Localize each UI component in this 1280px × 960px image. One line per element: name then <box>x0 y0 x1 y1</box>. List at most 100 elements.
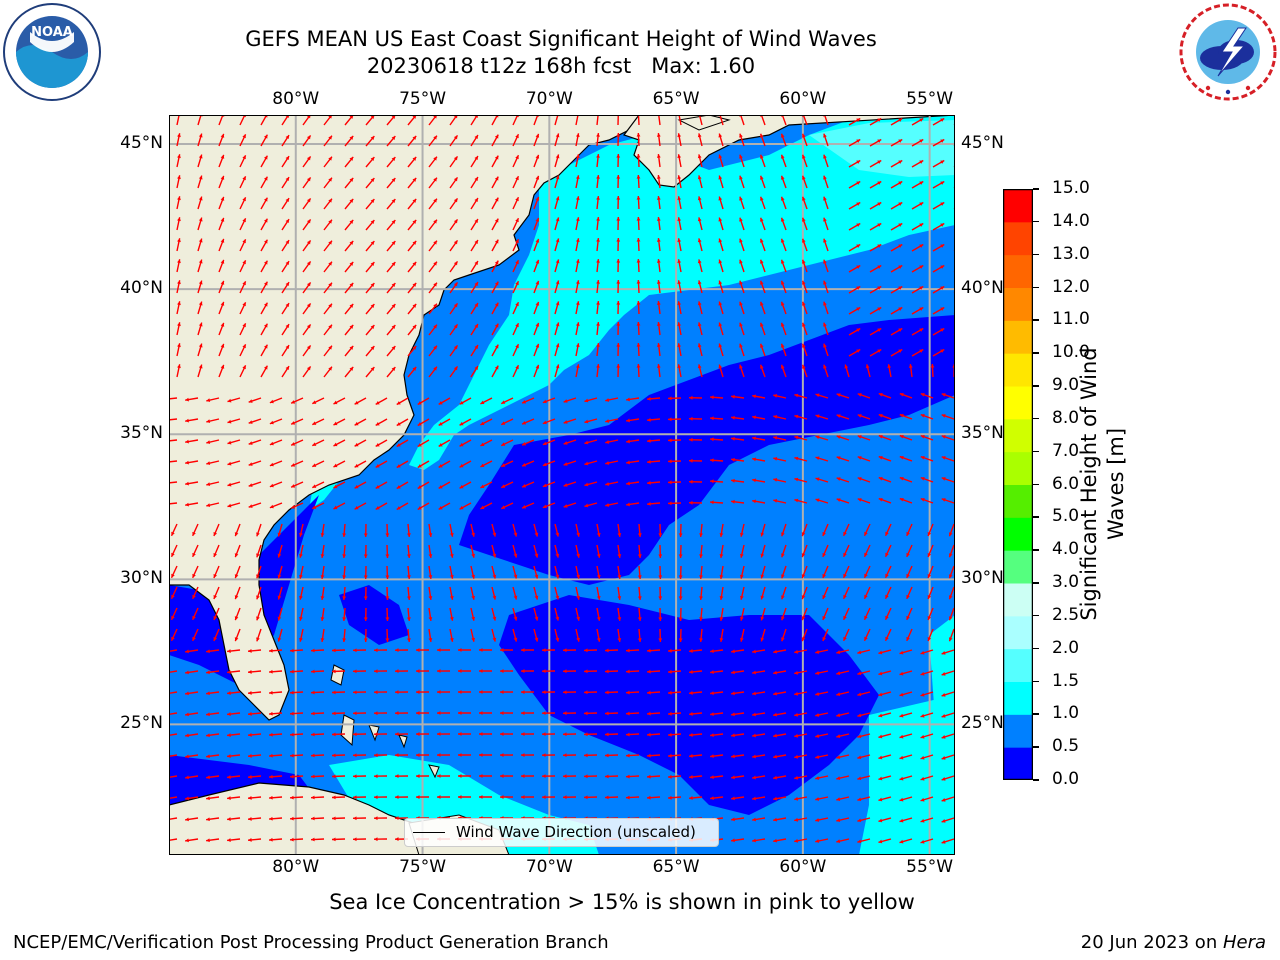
wave-direction-arrow <box>562 732 577 737</box>
wave-direction-arrow <box>542 460 556 467</box>
wave-direction-arrow <box>710 754 724 759</box>
footer-branch: NCEP/EMC/Verification Post Processing Pr… <box>13 932 609 953</box>
wave-direction-arrow <box>438 502 451 510</box>
wave-direction-arrow <box>878 817 892 823</box>
wave-direction-arrow <box>773 691 787 696</box>
wave-direction-arrow <box>869 327 882 336</box>
wave-direction-arrow <box>428 544 433 558</box>
wave-direction-arrow <box>759 133 766 147</box>
wave-direction-arrow <box>688 416 703 421</box>
wave-direction-arrow <box>541 753 556 758</box>
wave-direction-arrow <box>697 175 703 189</box>
wave-direction-arrow <box>197 238 203 252</box>
wave-direction-arrow <box>781 565 787 579</box>
wave-direction-arrow <box>344 240 354 252</box>
wave-direction-arrow <box>637 544 642 559</box>
wave-direction-arrow <box>773 838 787 843</box>
colorbar-tick-mark <box>1033 253 1039 256</box>
wave-direction-arrow <box>449 218 459 231</box>
wave-direction-arrow <box>512 523 518 537</box>
wave-direction-arrow <box>342 544 347 559</box>
wave-direction-arrow <box>352 669 367 674</box>
wave-direction-arrow <box>268 837 283 842</box>
wave-direction-arrow <box>234 523 241 537</box>
wave-direction-arrow <box>899 497 913 504</box>
wave-direction-arrow <box>562 669 577 674</box>
wave-direction-arrow <box>794 498 808 504</box>
wave-direction-arrow <box>352 753 367 758</box>
wave-direction-arrow <box>948 544 955 558</box>
wave-direction-arrow <box>815 456 829 462</box>
wave-direction-arrow <box>480 460 493 468</box>
colorbar-cell <box>1003 583 1033 617</box>
wave-direction-arrow <box>719 607 724 621</box>
wave-direction-arrow <box>697 154 703 168</box>
wave-direction-arrow <box>310 690 325 695</box>
lon-tick-top: 70°W <box>525 89 573 109</box>
wave-direction-arrow <box>169 712 178 716</box>
wave-direction-arrow <box>248 439 262 445</box>
wave-direction-arrow <box>365 198 375 210</box>
wave-direction-arrow <box>677 238 682 252</box>
wave-direction-arrow <box>247 816 262 821</box>
wave-direction-arrow <box>908 364 913 378</box>
wave-direction-arrow <box>794 712 808 717</box>
wave-direction-arrow <box>323 219 333 231</box>
wave-direction-arrow <box>260 344 268 357</box>
wave-direction-arrow <box>646 396 661 401</box>
wave-direction-arrow <box>759 322 766 336</box>
wave-direction-arrow <box>596 154 600 168</box>
wave-direction-arrow <box>678 607 683 622</box>
colorbar-tick-mark <box>1033 516 1039 518</box>
wave-direction-arrow <box>428 240 438 252</box>
wave-direction-arrow <box>491 523 497 537</box>
wave-direction-arrow <box>169 481 178 484</box>
wave-direction-arrow <box>927 607 934 621</box>
wave-direction-arrow <box>932 285 945 294</box>
wave-direction-arrow <box>218 343 225 357</box>
lon-tick-bottom: 60°W <box>779 857 827 877</box>
wave-direction-arrow <box>268 753 283 758</box>
wave-direction-arrow <box>320 544 325 558</box>
lon-tick-top: 75°W <box>399 89 447 109</box>
wave-direction-arrow <box>268 732 283 737</box>
footer-date: 20 Jun 2023 on Hera <box>1081 932 1266 953</box>
wave-direction-arrow <box>583 732 598 737</box>
wave-direction-arrow <box>625 711 640 716</box>
wave-direction-arrow <box>836 712 850 718</box>
wave-direction-arrow <box>857 796 871 802</box>
wave-direction-arrow <box>256 607 262 621</box>
wave-direction-arrow <box>823 301 829 315</box>
wave-direction-arrow <box>260 260 268 273</box>
wave-direction-arrow <box>239 238 247 252</box>
wave-direction-arrow <box>677 343 682 357</box>
wave-direction-arrow <box>863 586 871 600</box>
wave-direction-arrow <box>801 343 808 357</box>
colorbar-tick-label: 8.0 <box>1052 407 1080 428</box>
wave-direction-arrow <box>697 322 703 336</box>
wave-direction-arrow <box>176 154 181 168</box>
wave-direction-arrow <box>890 201 903 210</box>
wave-direction-arrow <box>512 364 520 378</box>
lat-tick-left: 25°N <box>120 713 163 734</box>
colorbar-cell <box>1003 320 1033 354</box>
wave-direction-arrow <box>320 586 325 600</box>
wave-direction-arrow <box>354 397 367 405</box>
wave-direction-arrow <box>363 607 368 622</box>
wave-direction-arrow <box>646 438 661 443</box>
wave-direction-arrow <box>718 175 724 189</box>
wave-direction-arrow <box>192 628 199 642</box>
wave-direction-arrow <box>688 649 703 653</box>
wave-direction-arrow <box>878 455 892 462</box>
wave-direction-arrow <box>354 481 367 489</box>
wave-direction-arrow <box>836 838 850 844</box>
wave-direction-arrow <box>844 364 850 378</box>
wave-direction-arrow <box>678 628 683 643</box>
wave-direction-arrow <box>710 775 724 780</box>
wave-direction-arrow <box>331 753 346 758</box>
wave-direction-arrow <box>480 397 493 405</box>
wave-direction-arrow <box>656 301 661 315</box>
wave-direction-arrow <box>396 481 409 490</box>
wave-direction-arrow <box>677 133 682 147</box>
wave-direction-arrow <box>667 753 682 758</box>
